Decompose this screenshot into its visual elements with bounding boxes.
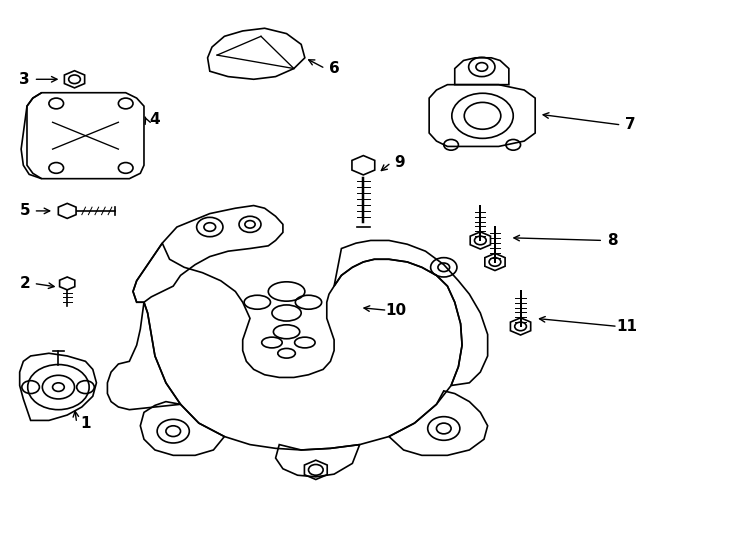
Text: 9: 9 xyxy=(395,155,405,170)
Text: 4: 4 xyxy=(150,112,160,127)
Text: 10: 10 xyxy=(385,303,407,318)
Text: 7: 7 xyxy=(625,118,636,132)
Text: 6: 6 xyxy=(329,61,339,76)
Text: 2: 2 xyxy=(19,276,30,291)
Text: 1: 1 xyxy=(80,416,91,430)
Text: 8: 8 xyxy=(606,233,617,248)
Text: 3: 3 xyxy=(20,72,30,87)
Text: 11: 11 xyxy=(616,319,637,334)
Text: 5: 5 xyxy=(20,204,30,218)
